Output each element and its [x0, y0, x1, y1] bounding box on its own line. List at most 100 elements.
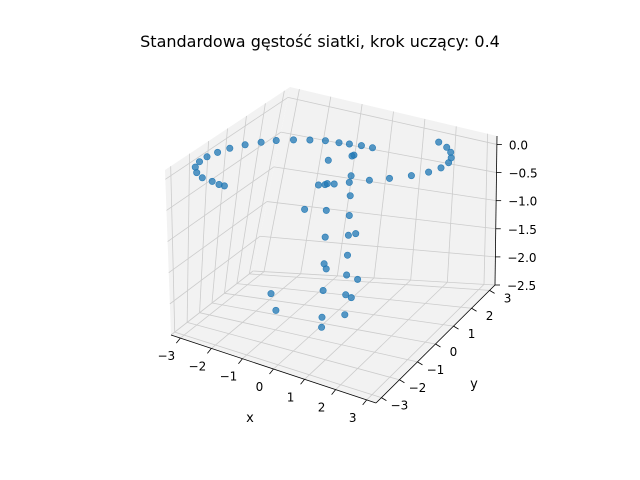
scatter-point — [272, 137, 280, 145]
grid-line-y-floor — [199, 312, 418, 363]
grid-line-y-floor — [211, 302, 436, 345]
scatter-point — [220, 182, 228, 190]
y-tick-label: 3 — [504, 291, 512, 305]
pane-floor — [171, 271, 495, 403]
z-tick-label: 0.0 — [509, 138, 528, 152]
y-tick-mark — [381, 397, 387, 401]
x-tick-label: 0 — [256, 380, 264, 394]
scatter-point — [301, 205, 309, 213]
scatter-point — [335, 139, 343, 147]
grid-line-z-ywall — [287, 97, 497, 145]
scatter-point — [203, 153, 211, 161]
scatter-point — [314, 181, 322, 189]
x-tick-mark — [331, 389, 336, 395]
grid-line-z-ywall — [280, 131, 497, 173]
scatter-point — [347, 172, 355, 180]
scatter-point — [330, 180, 338, 188]
grid-line-z-xwall — [170, 270, 254, 336]
z-tick-label: −1.0 — [508, 195, 537, 209]
scatter-point — [354, 275, 362, 283]
scatter-point — [447, 148, 455, 156]
z-tick-label: −2.5 — [507, 279, 536, 293]
x-tick-label: −3 — [157, 349, 175, 363]
y-tick-label: 2 — [486, 309, 494, 323]
grid-line-x-wall — [373, 111, 394, 279]
grid-line-y-wall — [186, 153, 191, 323]
x-tick-mark — [238, 358, 243, 364]
x-tick-label: 3 — [349, 411, 357, 425]
grid-line-z-ywall — [252, 270, 496, 286]
grid-line-x-wall — [446, 126, 457, 283]
grid-line-y-floor — [224, 292, 454, 327]
scatter-point — [345, 212, 353, 220]
grid-line-z-xwall — [165, 97, 289, 180]
scatter-point — [443, 143, 451, 151]
axis-panes — [165, 87, 497, 403]
scatter-point — [322, 206, 330, 214]
scatter-point — [346, 192, 354, 200]
x-tick-label: 2 — [318, 401, 326, 415]
scatter-point — [437, 164, 445, 172]
x-tick-label: −1 — [220, 370, 238, 384]
scatter-point — [321, 233, 329, 241]
grid-line-y-floor — [174, 331, 382, 399]
grid-line-x-wall — [483, 133, 488, 285]
z-tick-label: −2.0 — [507, 251, 536, 265]
y-tick-mark — [453, 325, 459, 330]
scatter-point — [341, 311, 349, 319]
scatter-point — [320, 260, 328, 268]
scatter-point — [323, 180, 331, 188]
grid-line-z-ywall — [273, 166, 497, 202]
z-tick-label: −0.5 — [509, 167, 538, 181]
x-tick-label: −2 — [189, 359, 207, 373]
z-tick-label: −1.5 — [508, 223, 537, 237]
y-axis-label: y — [470, 377, 478, 392]
scatter-point — [306, 136, 314, 144]
grid-line-y-wall — [170, 166, 176, 333]
grid-line-y-floor — [187, 322, 400, 381]
scatter-point — [191, 163, 199, 171]
y-tick-mark — [435, 343, 441, 348]
scatter-points — [191, 136, 455, 331]
grid-line-y-floor — [249, 273, 490, 291]
x-tick-mark — [176, 337, 181, 344]
scatter-point — [208, 177, 216, 185]
x-tick-mark — [300, 379, 305, 385]
grid-line-x-wall — [410, 118, 426, 281]
x-axis-label: x — [246, 411, 254, 426]
scatter-point — [343, 251, 351, 259]
z-axis-line — [494, 135, 498, 286]
grid-line-x-wall — [263, 89, 300, 272]
grid-line-x-wall — [336, 104, 363, 276]
scatter-point — [365, 176, 373, 184]
x-tick-mark — [207, 348, 212, 354]
y-tick-mark — [399, 379, 405, 384]
scatter-point — [425, 168, 433, 176]
x-tick-mark — [362, 399, 367, 406]
scatter-point — [345, 140, 353, 148]
chart-title: Standardowa gęstość siatki, krok uczący:… — [140, 32, 500, 51]
grid-line-z-ywall — [259, 235, 496, 258]
axis-lines — [170, 135, 502, 406]
grid-line-z-xwall — [167, 166, 275, 242]
y-tick-mark — [471, 307, 477, 312]
y-tick-mark — [489, 290, 495, 294]
y-tick-label: −3 — [391, 399, 409, 413]
scatter-point — [407, 172, 415, 180]
scatter-point — [345, 178, 353, 186]
scatter-point — [198, 174, 206, 182]
pane-y-wall — [253, 87, 497, 285]
scatter-point — [272, 306, 280, 314]
scatter-point — [214, 148, 222, 156]
x-tick-label: 1 — [287, 390, 295, 404]
scatter-point — [344, 231, 352, 239]
grid-line-y-wall — [211, 128, 228, 304]
y-tick-label: 1 — [468, 327, 476, 341]
grid-line-y-wall — [248, 90, 285, 274]
grid-line-y-wall — [236, 103, 266, 284]
scatter-point — [321, 137, 329, 145]
x-tick-mark — [269, 368, 274, 375]
y-tick-label: −2 — [409, 381, 427, 395]
scatter-point — [319, 286, 327, 294]
